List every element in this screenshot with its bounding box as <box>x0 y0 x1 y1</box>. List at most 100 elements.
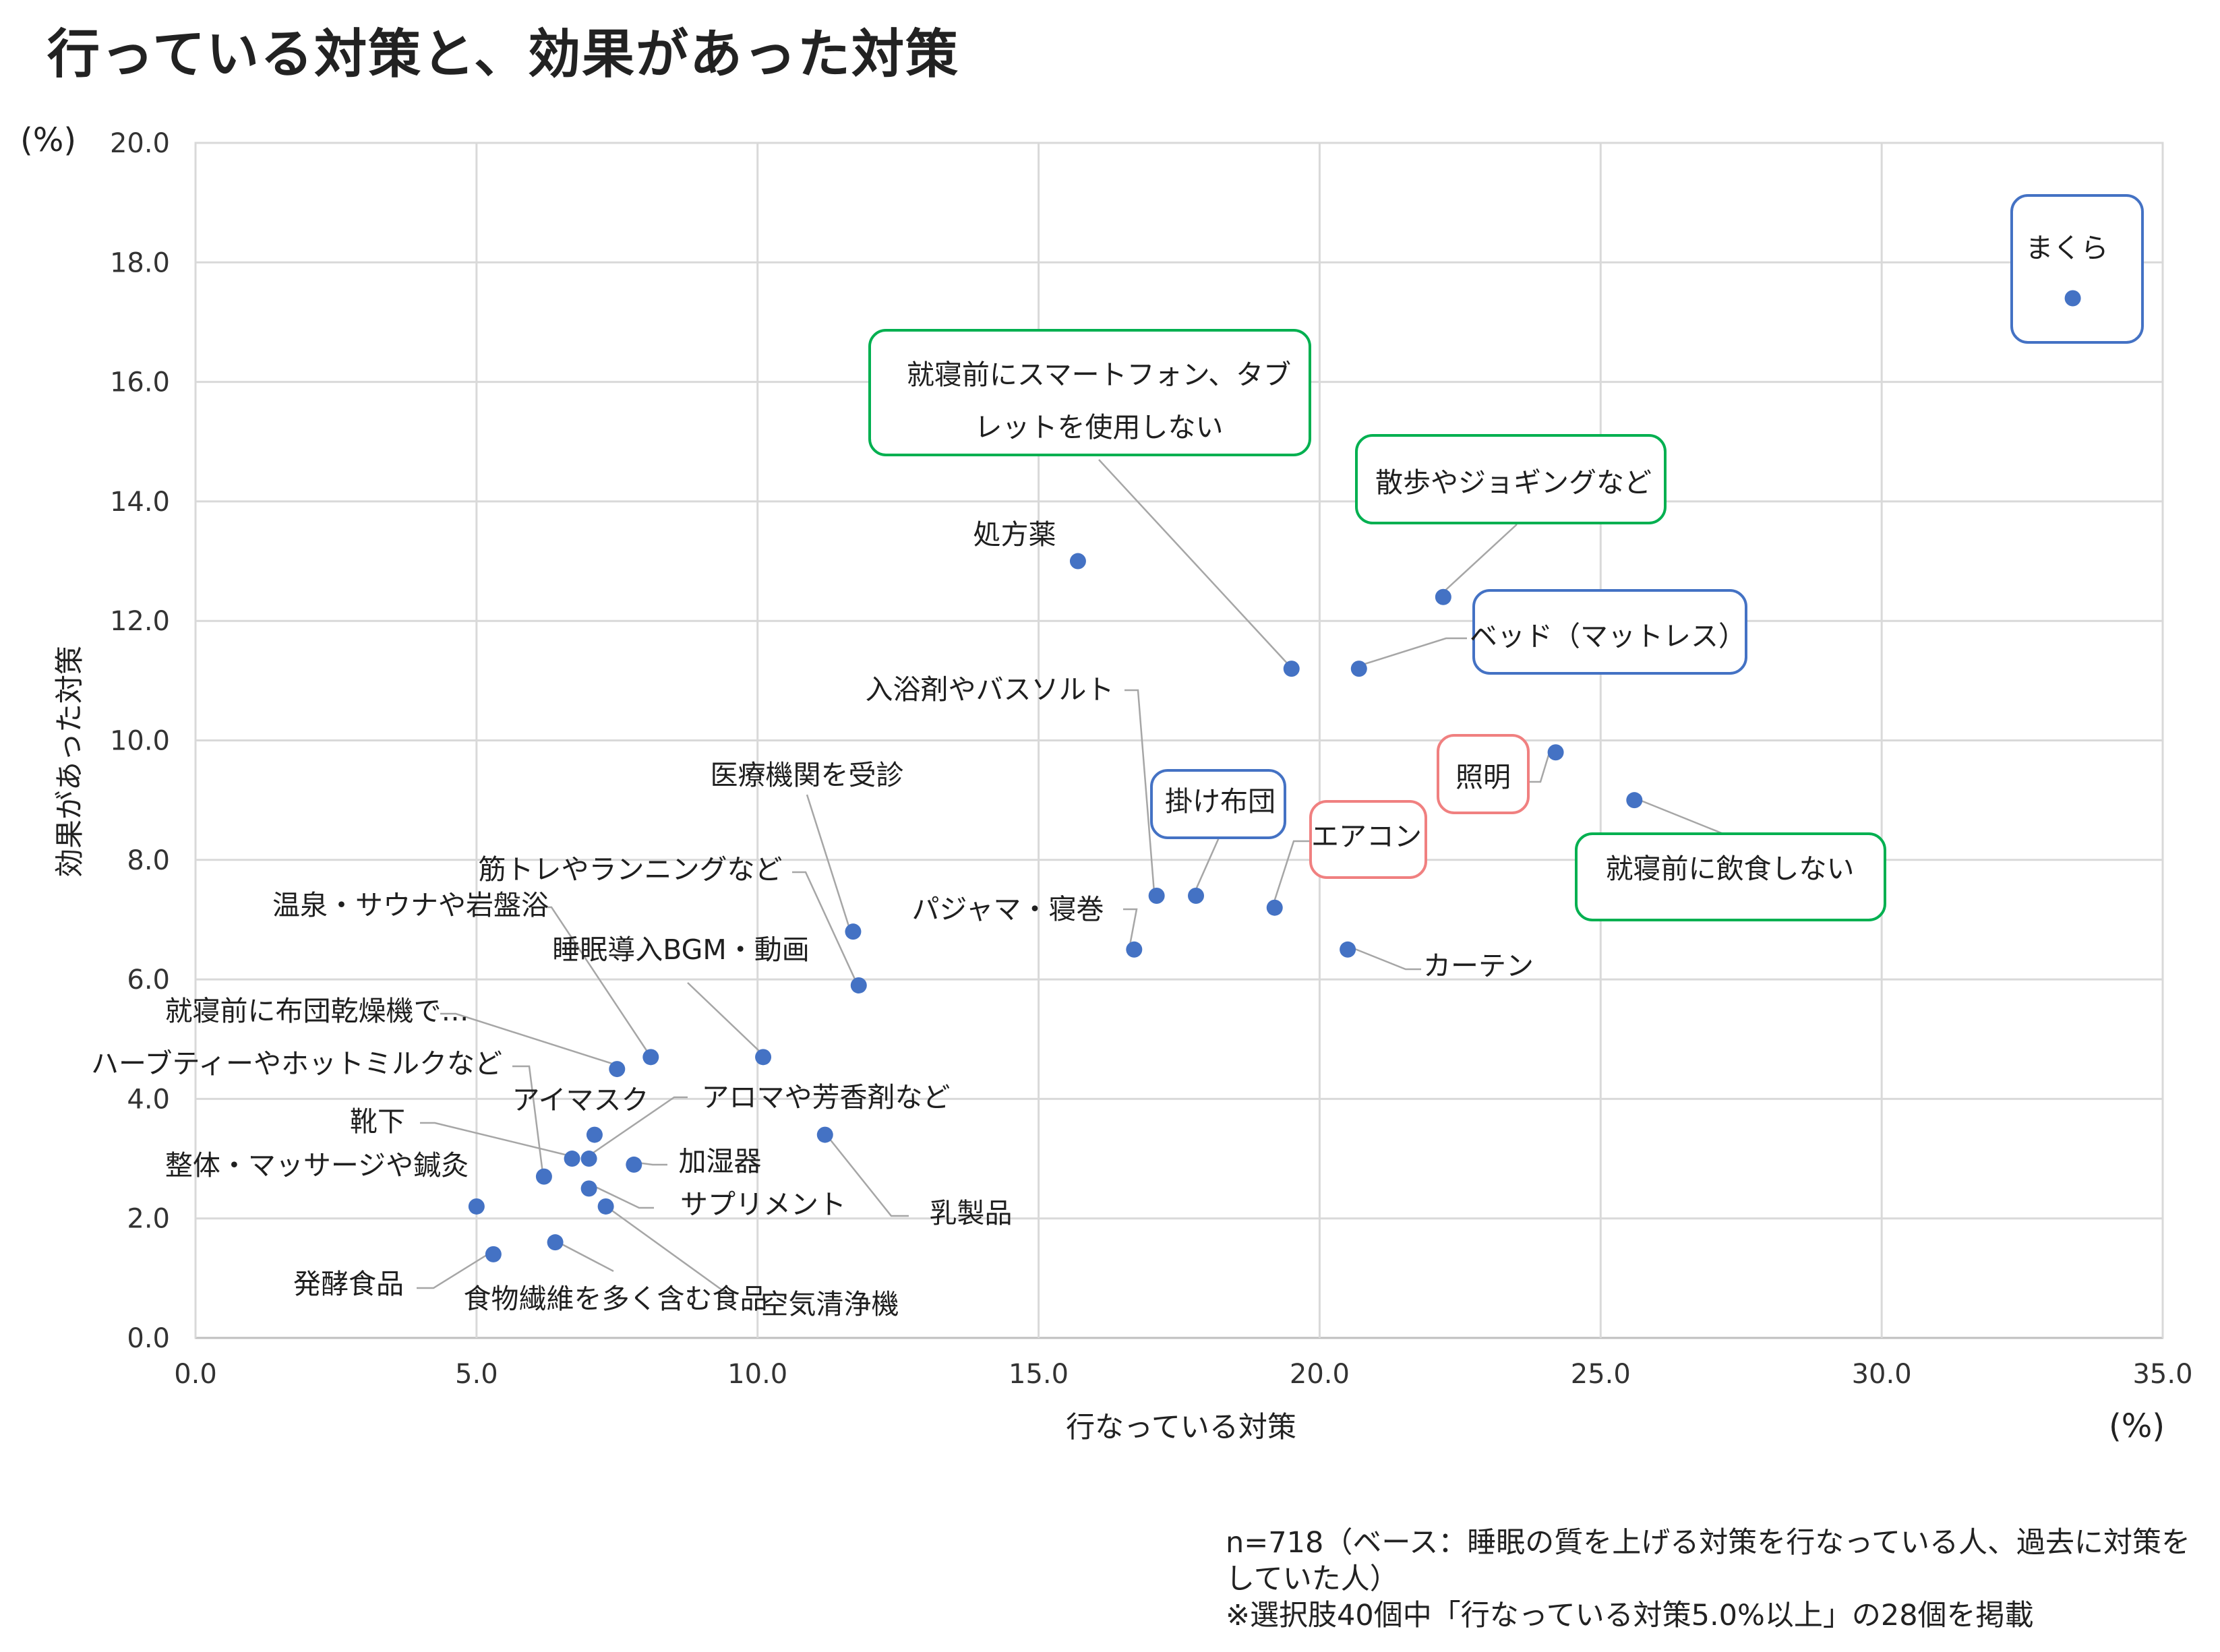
y-axis-title: 効果があった対策 <box>53 646 87 878</box>
point-label: 靴下 <box>350 1105 405 1138</box>
point-label: 就寝前に飲食しない <box>1606 853 1855 885</box>
data-point <box>485 1246 502 1262</box>
data-point <box>816 1126 833 1143</box>
point-label: 乳製品 <box>930 1197 1013 1229</box>
data-point <box>468 1198 485 1215</box>
data-point <box>609 1061 626 1078</box>
y-tick-label: 14.0 <box>110 487 170 518</box>
chart-title: 行っている対策と、効果があった対策 <box>47 24 959 85</box>
x-tick-label: 15.0 <box>1009 1359 1069 1390</box>
point-label: 加湿器 <box>679 1145 762 1177</box>
point-label: 処方薬 <box>973 518 1056 551</box>
data-point <box>642 1049 659 1066</box>
y-tick-label: 2.0 <box>127 1204 170 1235</box>
leader-line <box>1098 459 1290 666</box>
label-box <box>2010 194 2144 344</box>
data-point <box>1626 792 1643 809</box>
y-tick-label: 8.0 <box>127 845 170 876</box>
point-label: カーテン <box>1423 950 1534 982</box>
point-label: 発酵食品 <box>293 1268 404 1300</box>
point-label: 照明 <box>1456 761 1511 793</box>
point-label: アロマや芳香剤など <box>702 1081 951 1113</box>
leader-line <box>1529 750 1551 783</box>
data-point <box>1188 887 1205 904</box>
label-box <box>1472 589 1747 675</box>
y-tick-label: 18.0 <box>110 247 170 278</box>
point-label: ハーブティーやホットミルクなど <box>91 1047 502 1080</box>
data-point <box>1340 941 1356 958</box>
footnote-sample: n=718（ベース：睡眠の質を上げる対策を行なっている人、過去に対策をしていた人… <box>1226 1526 2191 1596</box>
leader-line <box>420 1122 571 1157</box>
data-point <box>547 1234 564 1251</box>
point-label: パジャマ・寝巻 <box>912 893 1104 925</box>
data-point <box>1126 941 1143 958</box>
leader-line <box>792 871 858 983</box>
leader-line <box>440 1012 615 1066</box>
data-point <box>597 1198 614 1215</box>
point-label: 掛け布団 <box>1165 785 1276 818</box>
point-label: 睡眠導入BGM・動画 <box>552 934 810 966</box>
x-tick-label: 5.0 <box>455 1359 498 1390</box>
x-tick-label: 0.0 <box>174 1359 217 1390</box>
point-label: 就寝前にスマートフォン、タブレットを使用しない <box>907 359 1291 443</box>
x-tick-label: 35.0 <box>2132 1359 2192 1390</box>
data-point <box>1069 553 1086 570</box>
leader-line <box>1356 637 1467 668</box>
point-label: サプリメント <box>680 1188 846 1221</box>
x-axis-title: 行なっている対策 <box>1066 1411 1296 1444</box>
label-box <box>1437 734 1530 814</box>
x-tick-label: 20.0 <box>1290 1359 1350 1390</box>
leader-line <box>1272 840 1309 905</box>
data-point <box>580 1151 597 1167</box>
y-tick-label: 16.0 <box>110 367 170 398</box>
leader-lines <box>417 459 1731 1298</box>
data-point <box>2064 290 2081 307</box>
data-point <box>1266 899 1283 916</box>
leader-line <box>1639 799 1731 838</box>
y-tick-label: 4.0 <box>127 1084 170 1115</box>
point-label: 温泉・サウナや岩盤浴 <box>272 889 549 921</box>
x-axis-unit: (%) <box>2109 1407 2165 1445</box>
point-label: 就寝前に布団乾燥機で… <box>165 995 469 1027</box>
y-tick-label: 10.0 <box>110 726 170 757</box>
data-point <box>1547 744 1564 761</box>
x-tick-label: 30.0 <box>1852 1359 1912 1390</box>
axis-layer: 0.0 2.0 4.0 6.0 8.0 10.0 12.0 14.0 16.0 18.0 20.0 0… <box>20 121 2193 1445</box>
leader-line <box>1124 689 1156 893</box>
point-label: 食物繊維を多く含む食品 <box>464 1283 768 1315</box>
label-box <box>1309 800 1427 879</box>
y-tick-label: 20.0 <box>110 128 170 159</box>
label-box <box>1150 769 1286 839</box>
point-labels: まくら就寝前にスマートフォン、タブレットを使用しない散歩やジョギングなどベッド（… <box>91 232 2109 1320</box>
leader-line <box>512 1065 544 1173</box>
data-point <box>626 1156 642 1173</box>
y-tick-label: 0.0 <box>127 1323 170 1354</box>
leader-line <box>588 1182 654 1209</box>
y-tick-label: 6.0 <box>127 965 170 996</box>
data-point <box>535 1168 552 1185</box>
x-tick-label: 25.0 <box>1571 1359 1631 1390</box>
leader-line <box>823 1131 909 1217</box>
data-point <box>1350 661 1367 677</box>
data-point <box>564 1151 580 1167</box>
label-box <box>868 329 1311 456</box>
data-points <box>468 290 2081 1262</box>
point-label: アイマスク <box>512 1084 649 1116</box>
leader-line <box>1123 908 1138 946</box>
point-label: まくら <box>2026 232 2109 264</box>
label-boxes <box>868 194 2144 921</box>
data-point <box>1148 887 1165 904</box>
data-point <box>850 977 867 993</box>
data-point <box>1283 661 1300 677</box>
leader-line <box>533 906 650 1054</box>
point-label: 整体・マッサージや鍼灸 <box>165 1149 469 1182</box>
point-label: 散歩やジョギングなど <box>1375 466 1652 499</box>
data-point <box>1435 588 1451 605</box>
footnote-note: ※選択肢40個中「行なっている対策5.0%以上」の28個を掲載 <box>1226 1599 2034 1632</box>
leader-line <box>553 1239 614 1273</box>
data-point <box>755 1049 772 1066</box>
point-label: 医療機関を受診 <box>711 759 904 791</box>
point-label: 筋トレやランニングなど <box>479 853 783 886</box>
leader-line <box>1193 837 1220 893</box>
point-label: エアコン <box>1311 820 1422 853</box>
